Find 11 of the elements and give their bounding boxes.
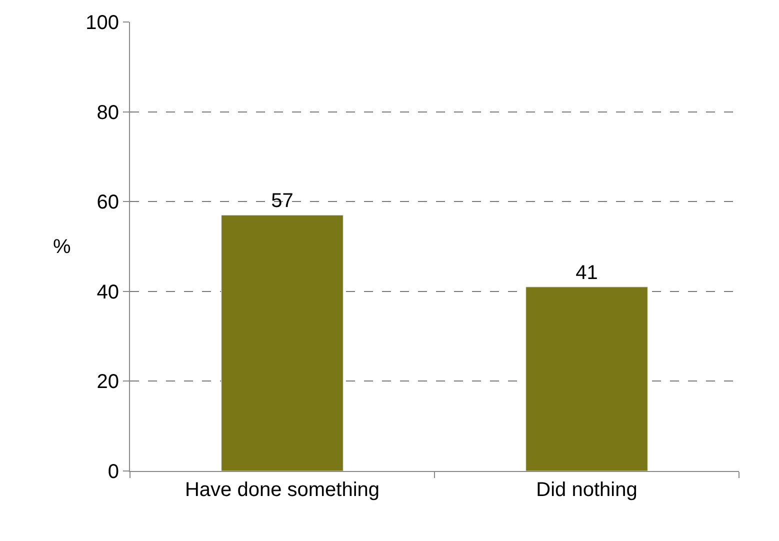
x-tick-label: Have done something — [184, 479, 380, 501]
x-tick-label: Did nothing — [536, 479, 638, 501]
y-tick-label: 100 — [86, 12, 119, 34]
y-tick-label: 20 — [96, 371, 119, 394]
y-tick-label: 60 — [96, 192, 119, 214]
y-tick-label: 80 — [96, 102, 119, 124]
data-label: 57 — [271, 190, 294, 212]
y-tick-label: 0 — [108, 461, 119, 483]
y-tick-label: 40 — [96, 281, 119, 304]
data-label: 41 — [576, 262, 598, 284]
y-axis-title: % — [53, 236, 71, 258]
